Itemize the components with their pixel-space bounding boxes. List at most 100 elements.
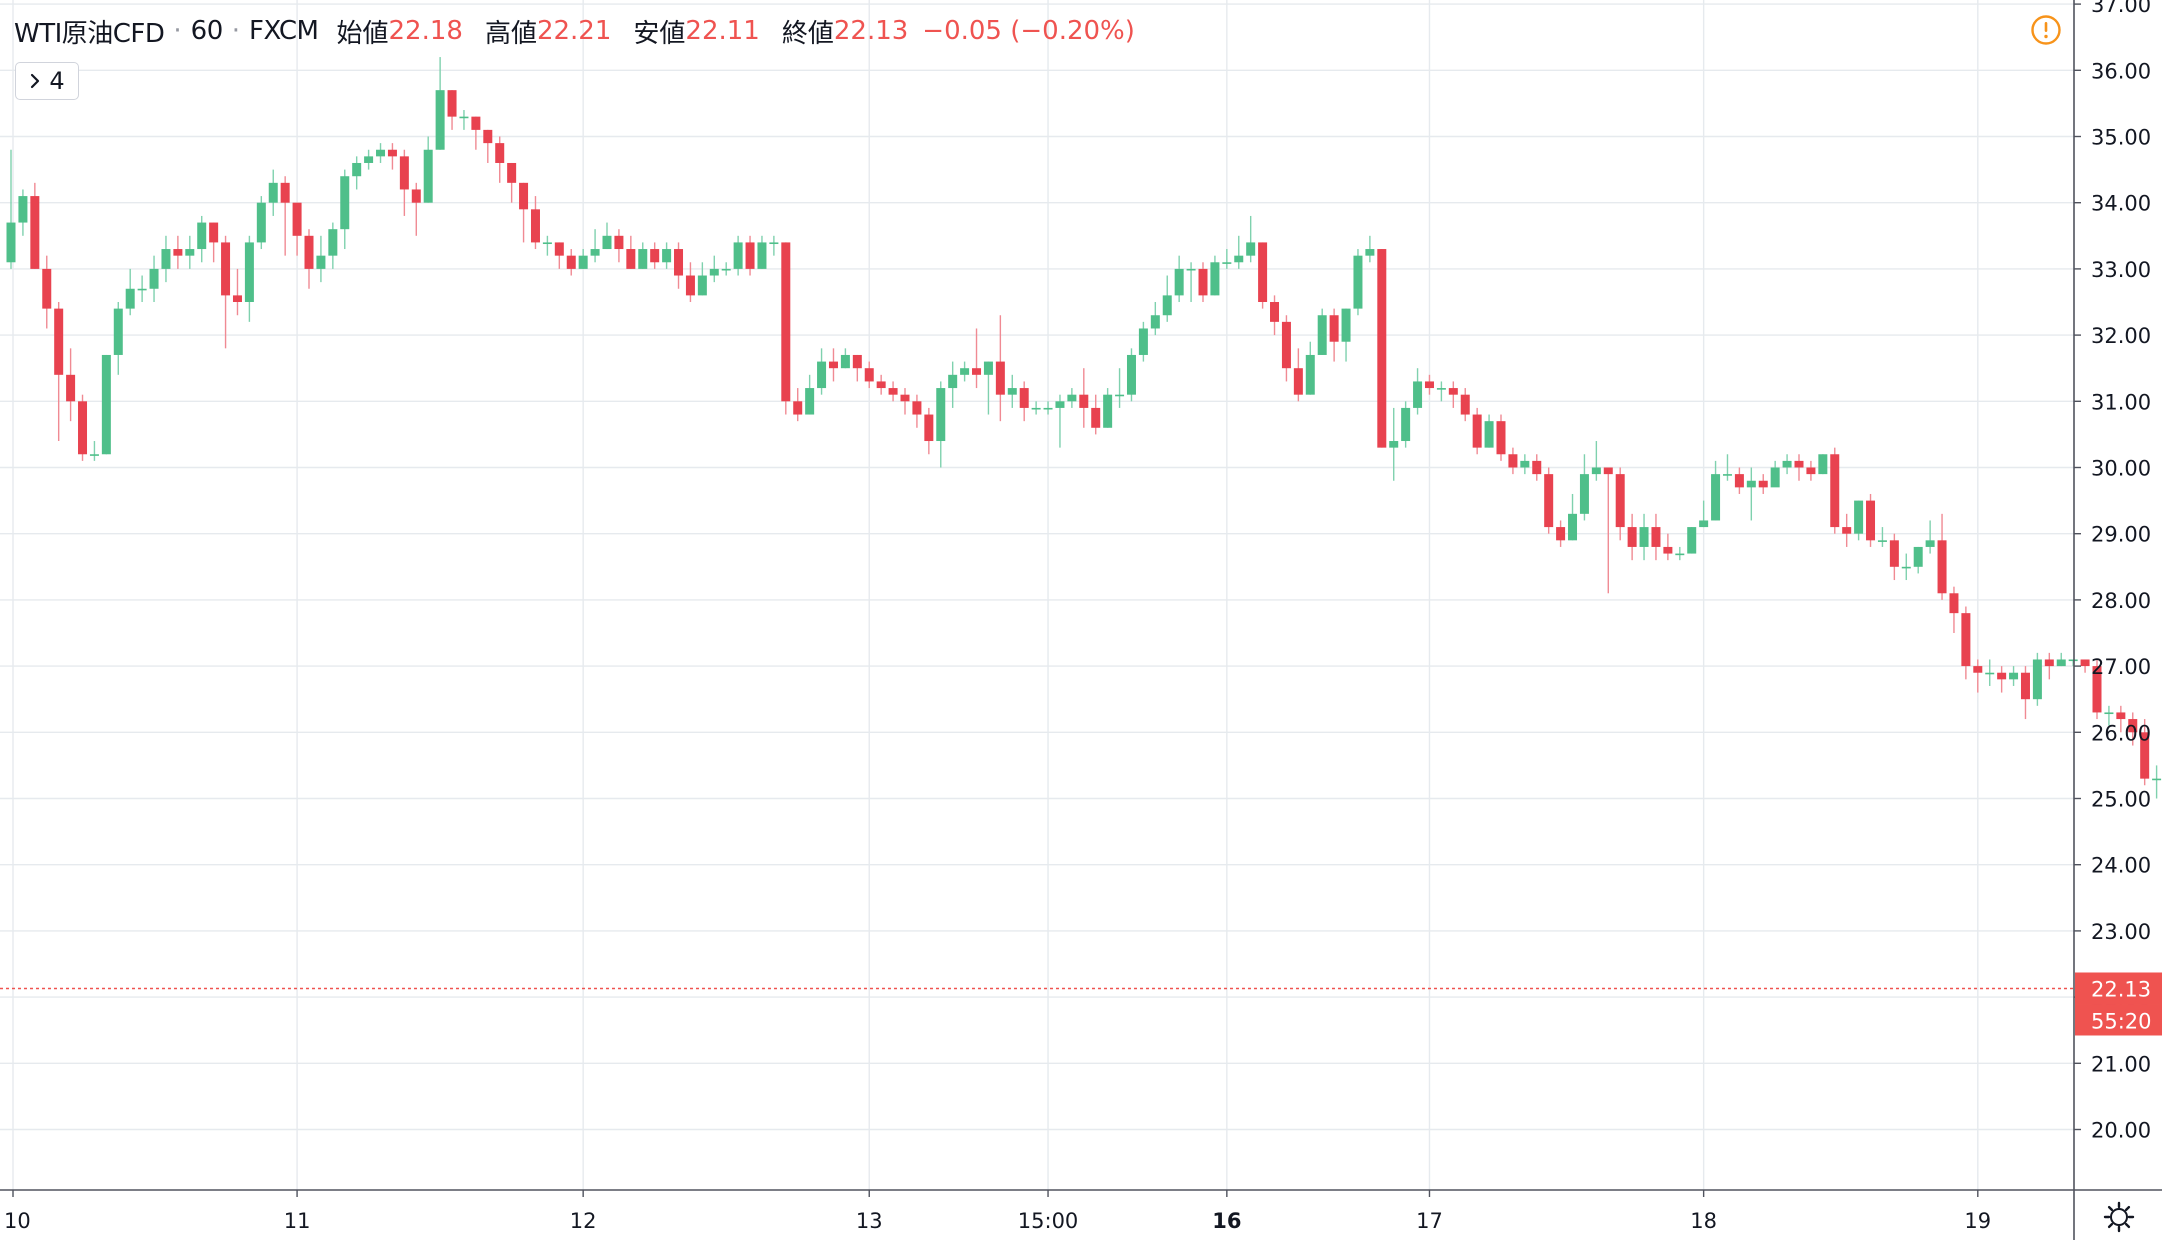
candle-down[interactable] [1270, 295, 1280, 336]
candle-down[interactable] [674, 242, 684, 289]
candle-up[interactable] [1877, 527, 1887, 547]
candle-up[interactable] [1305, 341, 1315, 395]
candle-down[interactable] [2140, 719, 2150, 786]
candle-up[interactable] [697, 262, 707, 296]
candle-down[interactable] [1329, 308, 1339, 362]
candle-up[interactable] [1138, 321, 1148, 362]
candle-down[interactable] [864, 361, 874, 389]
candle-up[interactable] [268, 169, 278, 216]
candle-down[interactable] [530, 196, 540, 250]
candle-down[interactable] [471, 116, 481, 150]
candle-up[interactable] [1031, 401, 1041, 415]
candle-up[interactable] [936, 381, 946, 468]
candle-down[interactable] [2116, 705, 2126, 733]
candle-down[interactable] [519, 182, 529, 243]
candle-up[interactable] [1591, 441, 1601, 481]
candle-up[interactable] [1043, 401, 1053, 415]
candle-up[interactable] [435, 57, 445, 150]
candle-down[interactable] [1019, 381, 1029, 422]
candle-down[interactable] [387, 143, 397, 170]
candle-up[interactable] [89, 441, 99, 461]
candle-up[interactable] [1484, 414, 1494, 448]
alert-circle-icon[interactable] [2030, 14, 2062, 46]
candle-up[interactable] [1985, 659, 1995, 686]
candle-down[interactable] [912, 394, 922, 428]
candle-up[interactable] [948, 361, 958, 408]
candle-up[interactable] [1126, 348, 1136, 402]
candle-up[interactable] [1568, 493, 1578, 541]
candle-up[interactable] [1854, 500, 1864, 541]
candle-up[interactable] [101, 354, 111, 455]
candle-up[interactable] [1901, 553, 1911, 581]
candle-up[interactable] [1222, 249, 1232, 269]
candle-up[interactable] [2009, 666, 2019, 686]
candle-up[interactable] [602, 222, 612, 250]
candle-up[interactable] [125, 268, 135, 316]
candle-down[interactable] [924, 407, 934, 455]
candle-down[interactable] [828, 348, 838, 382]
candle-down[interactable] [1806, 460, 1816, 481]
candle-up[interactable] [1675, 546, 1685, 561]
candle-up[interactable] [316, 235, 326, 283]
candle-down[interactable] [1866, 493, 1876, 547]
candle-up[interactable] [328, 222, 338, 269]
symbol-name[interactable]: WTI原油CFD [14, 18, 165, 49]
candle-up[interactable] [578, 249, 588, 269]
candle-down[interactable] [1937, 513, 1947, 600]
candle-down[interactable] [1424, 374, 1434, 395]
candle-down[interactable] [1460, 388, 1470, 422]
candle-up[interactable] [590, 229, 600, 263]
candle-up[interactable] [840, 348, 850, 369]
candle-down[interactable] [554, 242, 564, 269]
candle-up[interactable] [185, 235, 195, 269]
candle-up[interactable] [662, 242, 672, 269]
candle-down[interactable] [2044, 652, 2054, 680]
candle-up[interactable] [1413, 368, 1423, 415]
candle-down[interactable] [221, 235, 231, 349]
candle-down[interactable] [1949, 586, 1959, 633]
candle-up[interactable] [1722, 454, 1732, 481]
candle-up[interactable] [1711, 460, 1721, 521]
candle-down[interactable] [1496, 414, 1506, 461]
candle-down[interactable] [232, 268, 242, 316]
candle-up[interactable] [1687, 527, 1697, 554]
candle-down[interactable] [995, 315, 1005, 422]
candle-down[interactable] [566, 249, 576, 276]
candle-up[interactable] [1067, 388, 1077, 408]
candle-up[interactable] [2056, 652, 2066, 667]
candle-down[interactable] [900, 388, 910, 415]
candle-down[interactable] [685, 262, 695, 302]
candle-up[interactable] [542, 235, 552, 256]
candle-down[interactable] [614, 229, 624, 263]
candle-down[interactable] [66, 348, 76, 422]
candle-down[interactable] [1842, 513, 1852, 547]
candle-down[interactable] [2020, 666, 2030, 720]
candle-up[interactable] [709, 255, 719, 283]
candle-down[interactable] [30, 182, 40, 269]
candle-down[interactable] [1615, 467, 1625, 541]
candle-down[interactable] [42, 255, 52, 329]
candle-up[interactable] [1436, 381, 1446, 402]
candle-up[interactable] [721, 262, 731, 276]
candle-up[interactable] [244, 235, 254, 322]
candle-down[interactable] [1734, 467, 1744, 494]
candle-down[interactable] [1508, 447, 1518, 475]
candle-up[interactable] [1770, 460, 1780, 488]
candle-down[interactable] [1448, 381, 1458, 408]
candle-up[interactable] [1246, 215, 1256, 263]
candle-down[interactable] [1973, 659, 1983, 693]
candle-up[interactable] [1186, 262, 1196, 302]
candle-down[interactable] [2092, 659, 2102, 720]
candle-down[interactable] [495, 136, 505, 183]
candle-up[interactable] [1520, 454, 1530, 475]
candle-down[interactable] [1198, 262, 1208, 302]
candle-down[interactable] [1758, 474, 1768, 494]
candle-down[interactable] [1603, 467, 1613, 594]
candle-series[interactable] [6, 57, 2162, 1123]
candle-up[interactable] [638, 242, 648, 269]
candle-up[interactable] [1103, 388, 1113, 428]
candle-down[interactable] [447, 90, 457, 130]
candle-up[interactable] [2032, 652, 2042, 706]
candle-down[interactable] [1997, 666, 2007, 693]
candle-up[interactable] [1365, 235, 1375, 263]
